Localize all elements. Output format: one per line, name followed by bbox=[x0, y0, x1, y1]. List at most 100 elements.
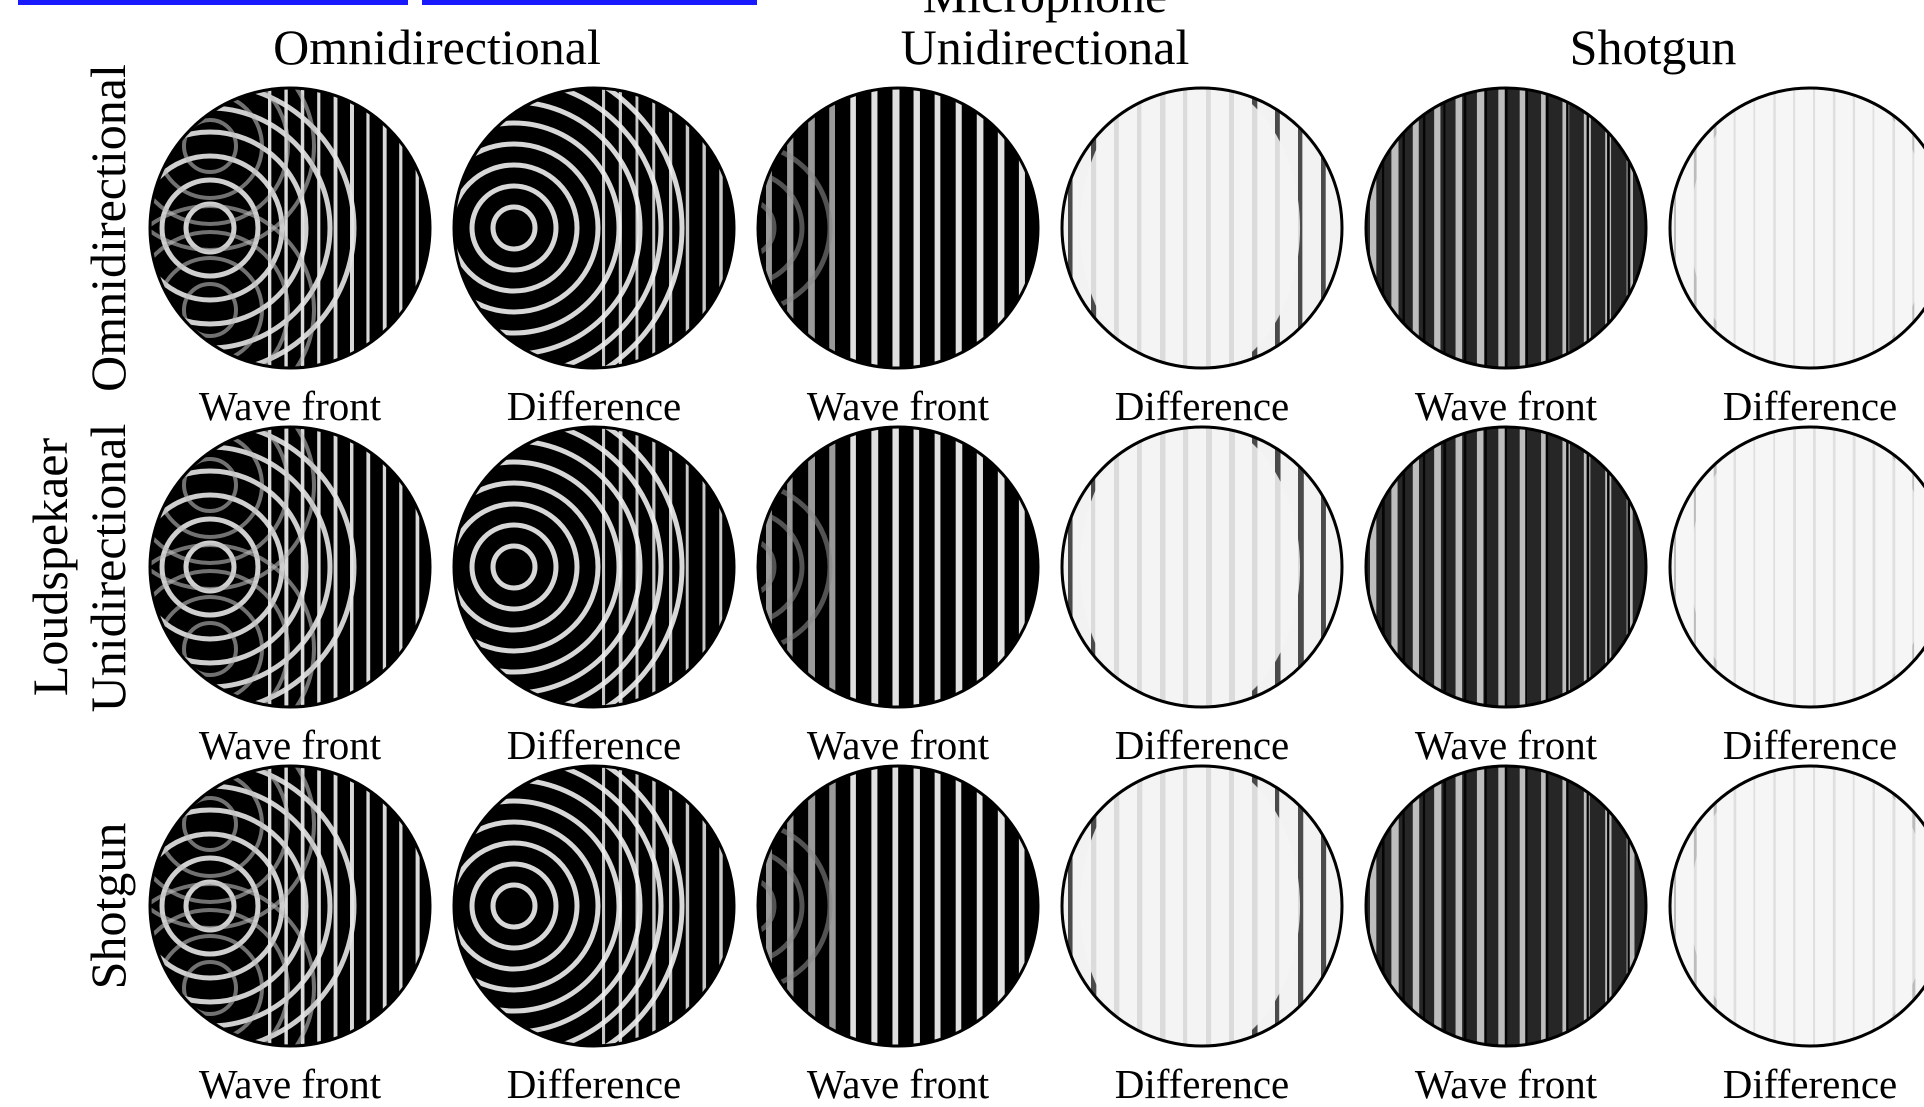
row-header-unidirectional: Unidirectional bbox=[80, 423, 136, 713]
panel-image bbox=[756, 764, 1040, 1048]
wave-stripe bbox=[766, 767, 772, 1045]
wave-ring bbox=[151, 882, 316, 1045]
panel-image bbox=[1060, 425, 1344, 709]
panel-border bbox=[1364, 764, 1648, 1048]
panel-border bbox=[1668, 425, 1924, 709]
wave-stripe bbox=[871, 767, 878, 1045]
wave-stripe bbox=[1382, 89, 1385, 367]
wave-ring bbox=[182, 621, 238, 677]
wave-ring bbox=[151, 807, 309, 1005]
difference-label: Difference bbox=[1722, 383, 1898, 429]
wave-ring bbox=[455, 767, 685, 1045]
wave-stripe bbox=[317, 428, 321, 706]
panel-omni-speaker-uni-mic-wave-front bbox=[756, 86, 1040, 370]
wave-stripe bbox=[1321, 428, 1326, 706]
wave-ring bbox=[455, 120, 622, 336]
wave-stripe bbox=[1674, 428, 1677, 706]
wave-stripe bbox=[1370, 767, 1377, 1045]
wave-stripe bbox=[635, 89, 639, 367]
panel-image bbox=[1364, 425, 1648, 709]
wave-ring bbox=[151, 908, 290, 1045]
column-header-shotgun: Shotgun bbox=[1569, 19, 1737, 75]
difference-label: Difference bbox=[506, 722, 682, 768]
panel-omni-speaker-uni-mic-difference bbox=[1060, 86, 1344, 370]
wave-stripe bbox=[366, 89, 370, 367]
difference-label: Difference bbox=[1722, 1061, 1898, 1107]
panel-border bbox=[452, 425, 736, 709]
wave-stripe bbox=[415, 767, 420, 1045]
panel-shotgun-speaker-shotgun-mic-wave-front bbox=[1364, 764, 1648, 1048]
row-header-shotgun: Shotgun bbox=[80, 822, 136, 990]
panel-shotgun-speaker-omni-mic-wave-front bbox=[148, 764, 432, 1048]
microphone-header: Microphone bbox=[923, 0, 1167, 20]
difference-label: Difference bbox=[506, 383, 682, 429]
top-link-underline-1[interactable] bbox=[18, 0, 408, 5]
panel-uni-speaker-shotgun-mic-wave-front bbox=[1364, 425, 1648, 709]
panel-border bbox=[452, 764, 736, 1048]
wave-front-label: Wave front bbox=[1414, 722, 1598, 768]
wave-stripe bbox=[1463, 767, 1467, 1045]
panel-shotgun-speaker-uni-mic-wave-front bbox=[756, 764, 1040, 1048]
wave-stripe bbox=[808, 89, 815, 367]
panel-shotgun-speaker-omni-mic-difference bbox=[452, 764, 736, 1048]
wave-stripe bbox=[913, 89, 920, 367]
wave-stripe bbox=[1498, 767, 1507, 1045]
wave-ring bbox=[455, 819, 601, 993]
wave-stripe bbox=[284, 89, 288, 367]
wave-stripe bbox=[317, 89, 321, 367]
wave-ring bbox=[455, 428, 685, 706]
wave-stripe bbox=[787, 89, 794, 367]
wave-stripe bbox=[1525, 428, 1528, 706]
wave-stripe bbox=[1525, 89, 1528, 367]
wave-stripe bbox=[1504, 767, 1508, 1045]
wave-stripe bbox=[317, 767, 321, 1045]
difference-label: Difference bbox=[1114, 1061, 1290, 1107]
wave-ring bbox=[151, 767, 357, 1045]
wave-stripe bbox=[1476, 428, 1484, 706]
wave-stripe bbox=[1298, 428, 1304, 706]
wave-ring bbox=[759, 536, 777, 598]
panel-image bbox=[1668, 764, 1924, 1048]
wave-ring bbox=[182, 457, 238, 513]
wave-stripe bbox=[1018, 89, 1025, 367]
difference-wash bbox=[1080, 428, 1300, 706]
wave-ring bbox=[455, 840, 580, 972]
panel-uni-speaker-uni-mic-difference bbox=[1060, 425, 1344, 709]
wave-stripe bbox=[1298, 89, 1303, 367]
wave-stripe bbox=[1463, 89, 1467, 367]
top-link-underline-2[interactable] bbox=[422, 0, 757, 5]
difference-label: Difference bbox=[1722, 722, 1898, 768]
wave-stripe bbox=[1391, 89, 1399, 367]
column-header-omnidirectional: Omnidirectional bbox=[273, 19, 601, 75]
wave-ring bbox=[759, 141, 833, 315]
wave-stripe bbox=[1545, 767, 1549, 1045]
wave-stripe bbox=[415, 428, 420, 706]
wave-stripe bbox=[652, 89, 656, 367]
wave-ring bbox=[759, 508, 805, 626]
wave-ring bbox=[759, 819, 833, 993]
panel-border bbox=[148, 764, 432, 1048]
wave-ring bbox=[151, 204, 316, 367]
wave-ring bbox=[759, 169, 805, 287]
wave-stripe bbox=[808, 767, 816, 1045]
wave-ring bbox=[151, 428, 357, 706]
panel-border bbox=[756, 86, 1040, 370]
wave-stripe bbox=[300, 767, 305, 1045]
wave-stripe bbox=[1519, 428, 1528, 706]
wave-stripe bbox=[1541, 428, 1548, 706]
panel-shotgun-speaker-shotgun-mic-difference bbox=[1668, 764, 1924, 1048]
wave-stripe bbox=[1321, 89, 1326, 367]
wave-front-label: Wave front bbox=[1414, 1061, 1598, 1107]
wave-stripe bbox=[997, 89, 1005, 367]
wave-front-label: Wave front bbox=[1414, 383, 1598, 429]
wave-ring bbox=[151, 492, 285, 642]
difference-wash bbox=[1690, 89, 1924, 367]
wave-stripe bbox=[1434, 767, 1442, 1045]
wave-stripe bbox=[1422, 89, 1426, 367]
wave-stripe bbox=[1607, 767, 1610, 1045]
wave-ring bbox=[490, 204, 538, 252]
wave-stripe bbox=[635, 428, 639, 706]
wave-stripe bbox=[702, 428, 706, 706]
wave-stripe bbox=[719, 428, 723, 706]
wave-stripe bbox=[1412, 767, 1420, 1045]
